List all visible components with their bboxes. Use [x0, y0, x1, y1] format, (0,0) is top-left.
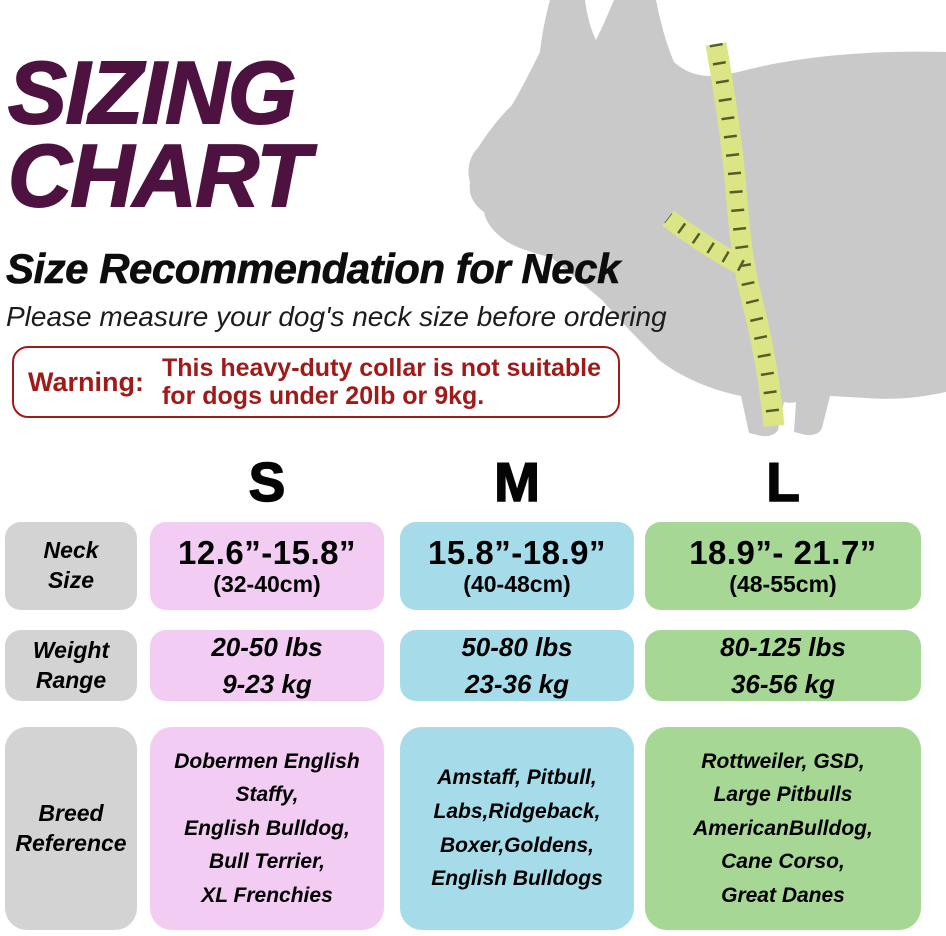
- measure-note: Please measure your dog's neck size befo…: [6, 301, 667, 332]
- row-label-weight-range: Weight Range: [5, 630, 137, 701]
- warning-box: Warning: This heavy-duty collar is not s…: [12, 346, 620, 418]
- row-label-breed-reference: Breed Reference: [5, 727, 137, 930]
- page-subtitle: Size Recommendation for Neck: [6, 245, 621, 293]
- neck-size-inches-l: 18.9”- 21.7”: [689, 533, 877, 571]
- warning-text: This heavy-duty collar is not suitable f…: [161, 354, 601, 410]
- column-header-l: L: [765, 450, 800, 514]
- neck-size-cm-l: (48-55cm): [729, 570, 837, 597]
- weight-range-cell-m: 50-80 lbs 23-36 kg: [400, 630, 634, 701]
- neck-size-inches-m: 15.8”-18.9”: [428, 533, 606, 571]
- neck-size-cell-s: 12.6”-15.8” (32-40cm): [150, 522, 384, 610]
- neck-size-cell-l: 18.9”- 21.7” (48-55cm): [645, 522, 921, 610]
- breed-reference-cell-l: Rottweiler, GSD, Large Pitbulls American…: [645, 727, 921, 930]
- warning-label: Warning:: [28, 366, 144, 397]
- dog-silhouette: [468, 0, 946, 437]
- dog-illustration: [468, 0, 946, 437]
- measuring-tape-branch: [662, 210, 747, 275]
- breed-reference-cell-m: Amstaff, Pitbull, Labs,Ridgeback, Boxer,…: [400, 727, 634, 930]
- page-title: SIZING CHART: [7, 43, 311, 225]
- breed-reference-cell-s: Dobermen English Staffy, English Bulldog…: [150, 727, 384, 930]
- neck-size-inches-s: 12.6”-15.8”: [178, 533, 356, 571]
- weight-range-cell-s: 20-50 lbs 9-23 kg: [150, 630, 384, 701]
- neck-size-cell-m: 15.8”-18.9” (40-48cm): [400, 522, 634, 610]
- row-label-neck-size: Neck Size: [5, 522, 137, 610]
- measuring-tape-ticks: [709, 42, 781, 427]
- column-header-s: S: [248, 450, 286, 514]
- column-header-m: M: [493, 450, 540, 514]
- weight-range-cell-l: 80-125 lbs 36-56 kg: [645, 630, 921, 701]
- neck-size-cm-m: (40-48cm): [463, 570, 571, 597]
- neck-size-cm-s: (32-40cm): [213, 570, 321, 597]
